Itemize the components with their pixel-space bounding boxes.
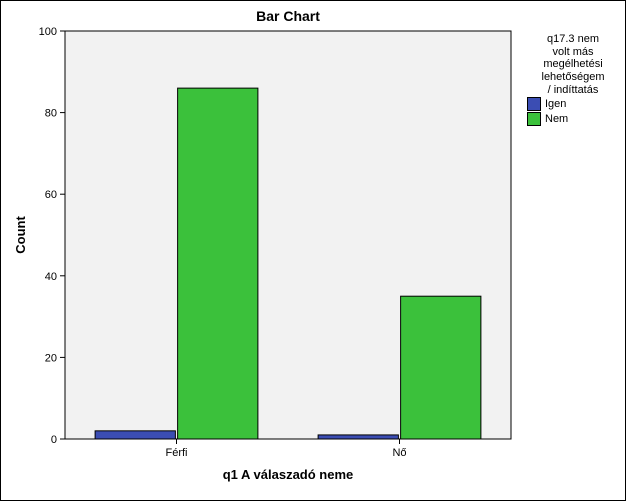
chart-container: Bar Chart 0 20 40 60 80 100 Férfi Nő q1 A válasza… [0,0,626,501]
legend-title-line: megélhetési [527,58,619,71]
legend-title-line: q17.3 nem [527,33,619,46]
bar [95,431,175,439]
legend-item: Igen [527,97,619,111]
y-tick-label: 20 [45,352,57,364]
legend-swatch [527,112,541,126]
bar [318,435,398,439]
legend-items: Igen Nem [527,97,619,126]
y-axis-label: Count [13,216,28,254]
bar [178,88,258,439]
y-tick-label: 80 [45,108,57,120]
legend-item: Nem [527,112,619,126]
x-tick-label: Férfi [166,447,188,459]
bar [401,296,481,439]
y-tick-label: 40 [45,271,57,283]
legend-label: Nem [545,113,568,125]
x-tick-label: Nő [392,447,406,459]
y-tick-label: 0 [51,434,57,446]
legend: q17.3 nemvolt másmegélhetésilehetőségem/… [527,33,619,126]
y-tick-label: 100 [39,26,57,38]
legend-title-line: / indíttatás [527,84,619,97]
legend-title: q17.3 nemvolt másmegélhetésilehetőségem/… [527,33,619,96]
legend-title-line: volt más [527,46,619,59]
chart-title: Bar Chart [256,8,320,24]
x-axis-label: q1 A válaszadó neme [223,467,354,482]
legend-swatch [527,97,541,111]
legend-title-line: lehetőségem [527,71,619,84]
legend-label: Igen [545,98,566,110]
y-tick-label: 60 [45,189,57,201]
